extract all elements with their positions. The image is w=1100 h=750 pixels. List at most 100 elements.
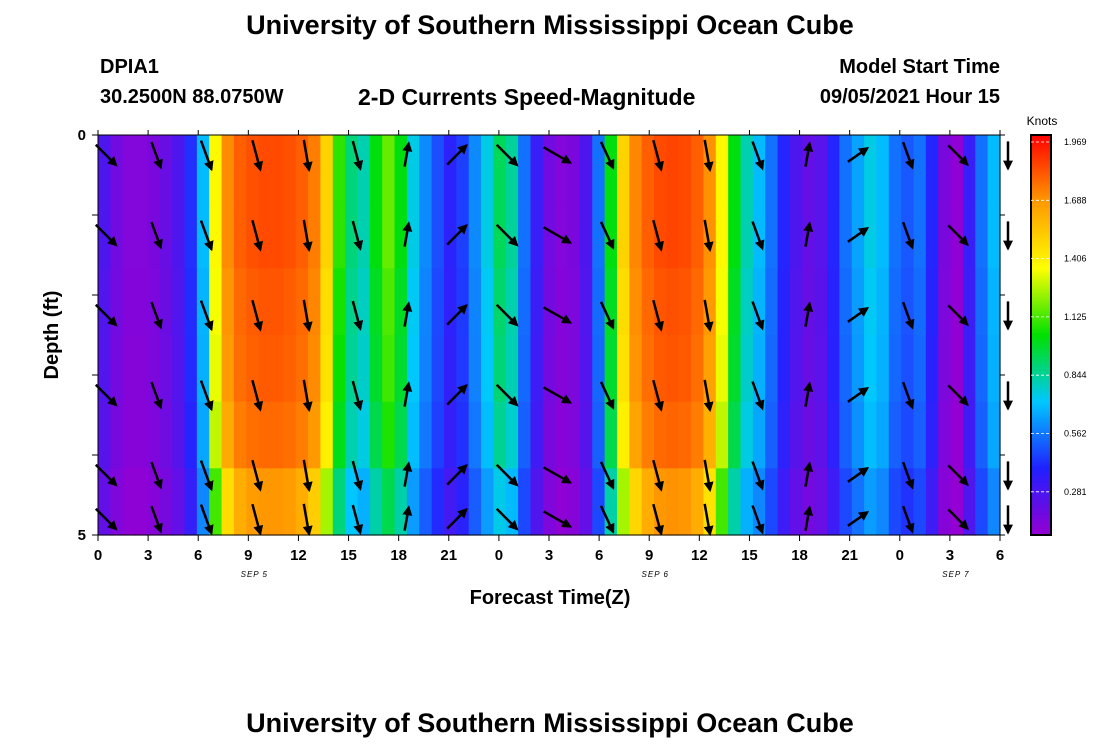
heatmap-cell xyxy=(827,135,840,203)
heatmap-cell xyxy=(369,268,383,336)
current-vectors xyxy=(94,139,1013,537)
current-vector xyxy=(351,380,364,411)
heatmap-cell xyxy=(777,335,791,403)
heatmap-cell xyxy=(184,335,198,403)
station-id: DPIA1 xyxy=(100,56,159,78)
current-vector xyxy=(150,141,163,170)
current-vector xyxy=(446,143,468,166)
colorbar-tick-label: 0.844 xyxy=(1064,370,1087,380)
heatmap-cell xyxy=(641,468,655,536)
heatmap-cell xyxy=(308,268,322,336)
current-vector xyxy=(251,139,264,172)
current-vector xyxy=(495,463,519,487)
heatmap-cell xyxy=(233,268,247,336)
current-vector xyxy=(302,219,313,253)
heatmap-cell xyxy=(678,268,692,336)
heatmap-cell xyxy=(542,468,556,536)
heatmap-cell xyxy=(122,335,136,403)
heatmap-cell xyxy=(283,401,297,469)
heatmap-cell xyxy=(382,268,396,336)
chart-title: University of Southern Mississippi Ocean… xyxy=(246,10,854,40)
heatmap-cell xyxy=(147,268,161,336)
heatmap-cell xyxy=(740,401,754,469)
heatmap-cell xyxy=(270,201,284,269)
heatmap-cell xyxy=(542,201,556,269)
heatmap-cell xyxy=(592,135,606,203)
heatmap-cell xyxy=(592,335,606,403)
heatmap-cell xyxy=(555,401,569,469)
heatmap-cell xyxy=(320,201,334,269)
current-vector xyxy=(302,459,313,493)
heatmap-cell xyxy=(221,468,235,536)
heatmap-cell xyxy=(518,401,532,469)
current-vector xyxy=(652,459,664,492)
heatmap-cell xyxy=(283,135,297,203)
heatmap-cell xyxy=(345,201,359,269)
heatmap-cell xyxy=(147,401,161,469)
current-vector xyxy=(803,141,814,167)
heatmap-cell xyxy=(752,268,766,336)
heatmap-cell xyxy=(752,401,766,469)
current-vector xyxy=(901,301,915,330)
current-vector xyxy=(446,383,468,406)
heatmap-cell xyxy=(913,401,927,469)
current-vector xyxy=(351,504,364,535)
heatmap-cells xyxy=(98,135,1001,536)
heatmap-cell xyxy=(827,201,840,269)
current-vector xyxy=(302,139,313,173)
heatmap-cell xyxy=(666,401,680,469)
heatmap-cell xyxy=(604,335,618,403)
x-tick-label: 21 xyxy=(440,547,457,564)
heatmap-cell xyxy=(270,468,284,536)
heatmap-cell xyxy=(320,335,334,403)
heatmap-cell xyxy=(950,401,964,469)
heatmap-cell xyxy=(270,401,284,469)
station-coordinates: 30.2500N 88.0750W xyxy=(100,86,284,108)
heatmap-cell xyxy=(888,135,902,203)
heatmap-cell xyxy=(172,401,186,469)
current-vector xyxy=(150,301,163,330)
heatmap-cell xyxy=(221,135,235,203)
heatmap-cell xyxy=(654,201,667,269)
heatmap-cell xyxy=(592,468,606,536)
heatmap-cell xyxy=(950,335,964,403)
heatmap-cell xyxy=(691,401,705,469)
current-vector xyxy=(803,221,814,247)
x-tick-label: 9 xyxy=(244,547,252,564)
current-vector xyxy=(351,140,364,171)
heatmap-cell xyxy=(98,335,111,403)
heatmap-cell xyxy=(345,135,359,203)
heatmap-cell xyxy=(567,401,581,469)
heatmap-cell xyxy=(196,201,210,269)
heatmap-cell xyxy=(122,401,136,469)
heatmap-cell xyxy=(814,468,828,536)
heatmap-cell xyxy=(839,135,853,203)
heatmap-cell xyxy=(258,135,272,203)
heatmap-cell xyxy=(382,401,396,469)
heatmap-cell xyxy=(987,401,1001,469)
heatmap-cell xyxy=(320,468,334,536)
current-vector xyxy=(703,459,714,493)
heatmap-cell xyxy=(567,335,581,403)
heatmap-cell xyxy=(592,201,606,269)
heatmap-cell xyxy=(938,468,952,536)
heatmap-cell xyxy=(357,135,371,203)
heatmap-cell xyxy=(789,468,803,536)
heatmap-cell xyxy=(295,268,309,336)
current-vector xyxy=(94,383,118,407)
heatmap-cell xyxy=(654,468,667,536)
heatmap-cell xyxy=(579,335,593,403)
heatmap-cell xyxy=(233,201,247,269)
heatmap-cell xyxy=(135,401,149,469)
heatmap-cell xyxy=(777,135,791,203)
heatmap-cell xyxy=(505,401,519,469)
heatmap-cell xyxy=(357,335,371,403)
heatmap-cell xyxy=(975,335,989,403)
heatmap-cell xyxy=(542,335,556,403)
heatmap-cell xyxy=(962,401,976,469)
heatmap-cell xyxy=(184,401,198,469)
heatmap-cell xyxy=(431,268,445,336)
heatmap-cell xyxy=(616,335,630,403)
heatmap-cell xyxy=(332,201,346,269)
heatmap-cell xyxy=(542,401,556,469)
